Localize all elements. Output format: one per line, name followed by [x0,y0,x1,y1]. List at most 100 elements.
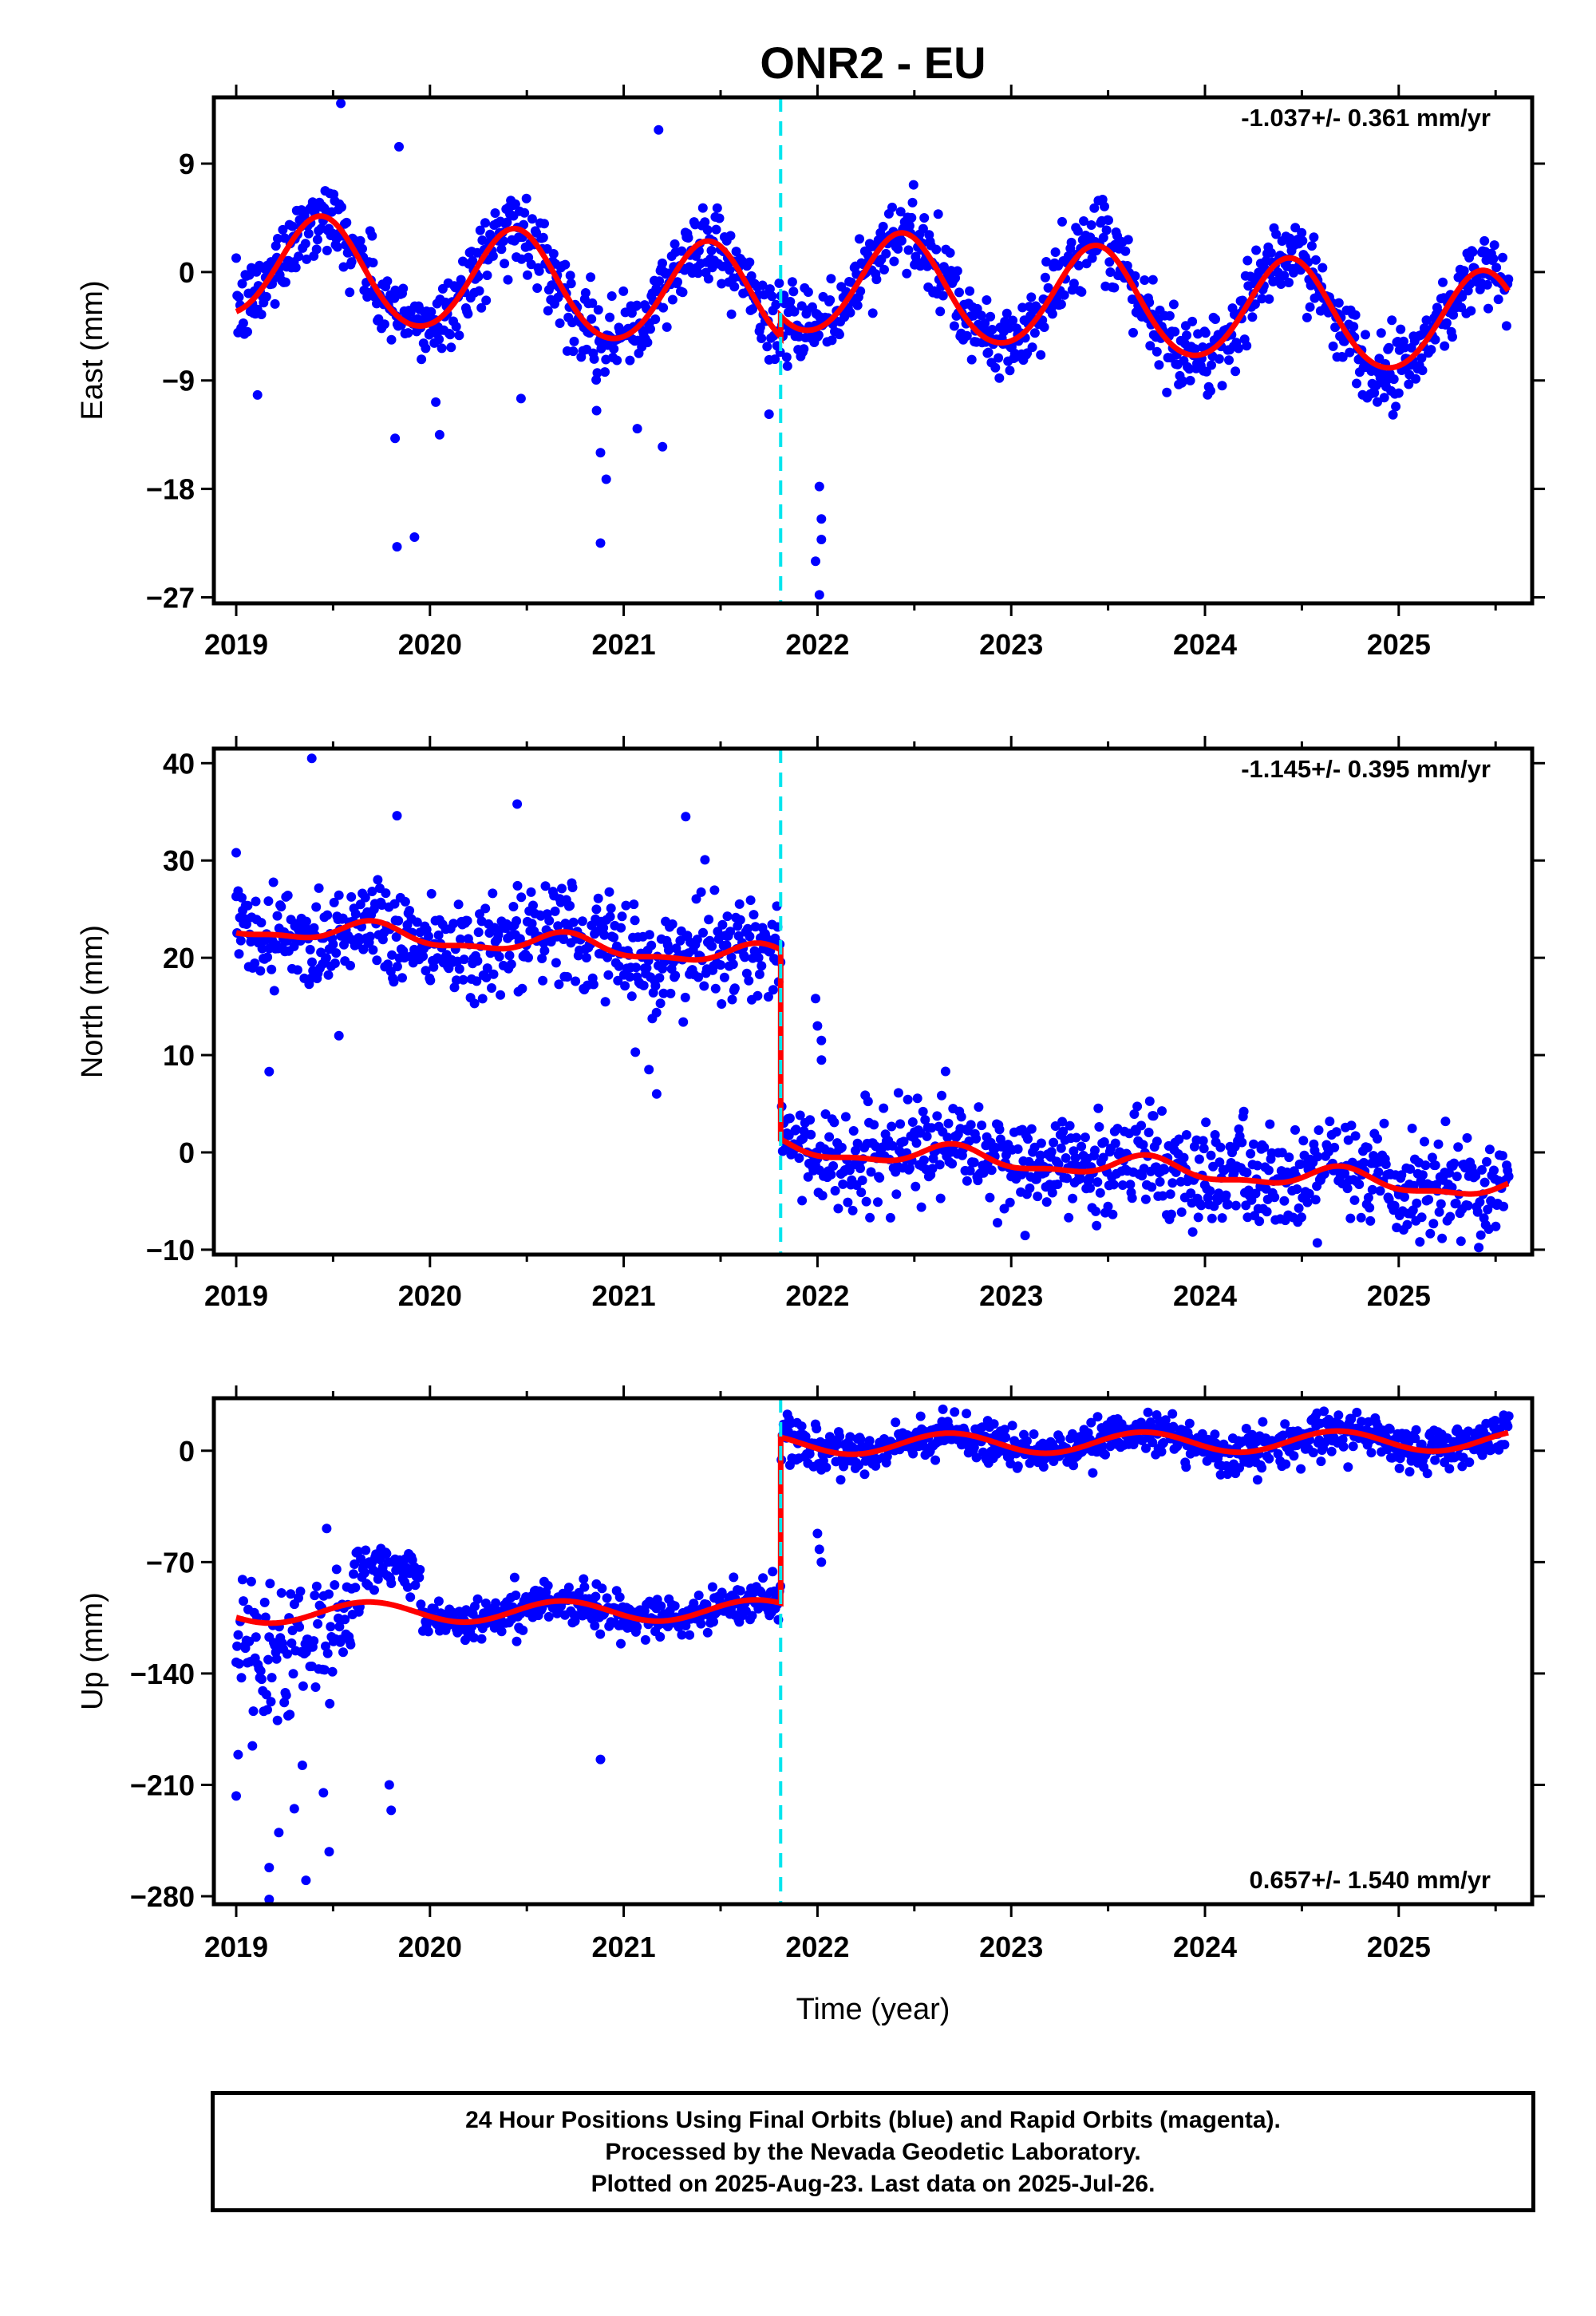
data-point [709,885,720,895]
data-point [1077,287,1087,297]
data-point [350,1583,361,1593]
data-point [591,904,602,915]
data-point [866,1167,876,1177]
data-point [757,334,767,343]
data-point [472,976,482,986]
data-point [683,233,693,243]
data-point [697,203,708,213]
outlier-point [264,1066,275,1077]
data-point [1387,315,1397,326]
data-point [1104,215,1113,225]
outlier-point [289,1804,299,1814]
data-point [1479,235,1490,246]
data-point [1073,226,1083,236]
data-point [1160,1415,1171,1425]
data-point [421,343,431,354]
y-tick-label: 40 [163,747,195,780]
data-point [349,1569,358,1579]
data-point [379,319,389,330]
data-point [1206,385,1215,396]
data-point [1290,1124,1300,1135]
data-point [1449,1158,1460,1168]
data-point [1080,1132,1090,1143]
data-point [1346,1120,1357,1131]
data-point [1091,1206,1101,1216]
data-point [1259,1142,1270,1152]
data-point [1375,1186,1385,1196]
data-point [1365,1203,1375,1213]
data-point [1434,1207,1444,1217]
data-point [908,1448,918,1459]
data-point [616,1638,626,1649]
data-point [1337,352,1348,362]
data-point [887,202,897,212]
data-point [300,239,310,249]
outlier-point [274,1828,284,1838]
data-point [1451,1198,1461,1208]
data-point [1248,1139,1258,1149]
data-point [480,903,491,914]
data-point [270,298,280,309]
data-point [835,1431,845,1441]
data-point [1250,1188,1261,1199]
data-point [255,966,266,976]
data-point [797,1196,808,1206]
data-point [969,1442,979,1452]
data-point [796,1421,807,1432]
data-point [867,308,878,318]
data-point [1241,1424,1251,1433]
data-point [974,1102,984,1113]
data-point [791,1124,801,1135]
data-point [805,1115,816,1125]
data-point [269,986,279,996]
data-point [279,1697,290,1708]
data-point [1025,1183,1035,1193]
data-point [1110,1138,1120,1148]
data-point [469,998,480,1009]
data-point [1482,1156,1491,1167]
data-point [554,979,564,990]
data-point [785,297,796,306]
y-tick-label: 0 [179,1435,195,1468]
data-point [994,373,1005,383]
data-point [1194,1154,1204,1164]
data-point [896,235,907,246]
data-point [346,891,357,902]
data-point [1152,346,1162,357]
data-point [331,948,342,958]
data-point [586,272,596,283]
data-point [1071,1132,1081,1143]
data-point [670,239,680,249]
data-point [1152,1136,1162,1147]
data-point [365,931,375,942]
data-point [1284,278,1294,287]
x-tick-label: 2024 [1173,1279,1237,1312]
data-point [1416,353,1427,363]
data-point [1075,1173,1085,1184]
data-point [1098,1152,1108,1163]
data-point [1306,241,1317,251]
plot-frame [211,746,1535,1257]
data-point [1130,271,1140,281]
data-point [1345,1213,1356,1223]
data-point [795,1110,805,1120]
data-point [389,977,399,987]
data-point [1215,1469,1226,1480]
data-point [526,887,536,897]
data-point [1298,1136,1309,1146]
data-point [1376,328,1386,338]
data-point [937,1090,946,1101]
outlier-point [601,474,611,484]
y-tick-label: 0 [179,256,195,289]
data-point [355,235,365,246]
data-point [1179,1152,1189,1163]
outlier-point [812,1021,823,1031]
data-point [1330,322,1341,333]
outlier-point [409,532,420,542]
data-point [670,1601,680,1611]
data-point [654,276,665,287]
data-point [332,242,342,252]
data-point [1317,263,1328,273]
data-point [1411,373,1421,384]
data-point [565,271,575,281]
